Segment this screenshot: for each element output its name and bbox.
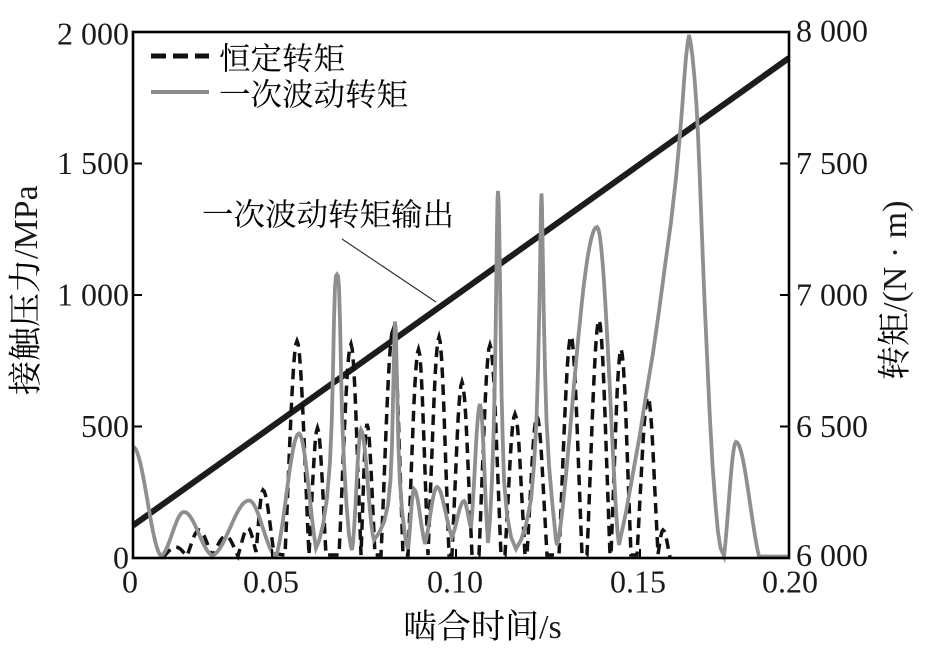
svg-text:0.10: 0.10 [427, 564, 483, 600]
svg-text:0.05: 0.05 [243, 564, 299, 600]
svg-text:2 000: 2 000 [57, 16, 129, 52]
svg-text:6 500: 6 500 [796, 408, 868, 444]
svg-text:6 000: 6 000 [796, 537, 868, 573]
svg-text:7 500: 7 500 [796, 145, 868, 181]
svg-text:/MPa: /MPa [8, 185, 45, 259]
svg-text:/(N · m): /(N · m) [877, 201, 914, 312]
svg-text:1 000: 1 000 [57, 277, 129, 313]
svg-text:1 500: 1 500 [57, 145, 129, 181]
svg-text:8 000: 8 000 [796, 13, 868, 49]
svg-text:500: 500 [81, 408, 129, 444]
svg-text:/s: /s [539, 609, 562, 646]
svg-text:0.15: 0.15 [610, 564, 666, 600]
svg-text:0.20: 0.20 [762, 564, 818, 600]
svg-text:0: 0 [113, 540, 129, 576]
svg-text:0: 0 [122, 564, 138, 600]
svg-text:7 000: 7 000 [796, 277, 868, 313]
